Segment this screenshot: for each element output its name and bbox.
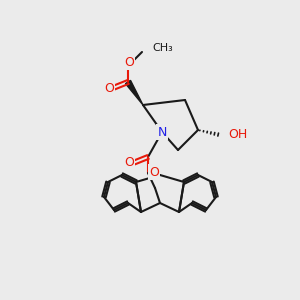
Text: OH: OH — [228, 128, 247, 142]
Text: O: O — [124, 56, 134, 68]
Text: O: O — [149, 166, 159, 178]
Polygon shape — [125, 80, 143, 105]
Text: O: O — [104, 82, 114, 94]
Text: CH₃: CH₃ — [152, 43, 173, 53]
Text: O: O — [124, 157, 134, 169]
Text: N: N — [157, 125, 167, 139]
